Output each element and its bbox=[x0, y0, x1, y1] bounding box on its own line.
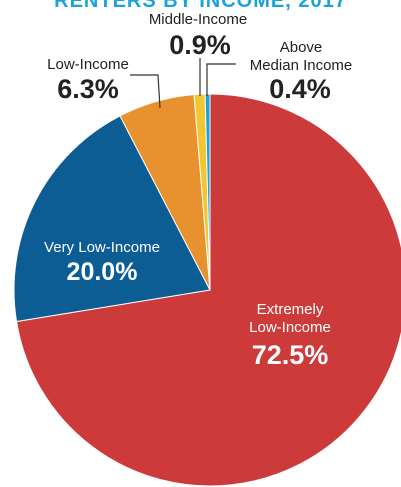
chart-title: RENTERS BY INCOME, 2017 bbox=[54, 0, 347, 12]
label-extremely-low-income-line1: Extremely bbox=[257, 301, 324, 318]
label-extremely-low-income-line2: Low-Income bbox=[249, 319, 331, 336]
leader-line-above-median bbox=[206, 63, 236, 96]
value-middle-income: 0.9% bbox=[169, 30, 231, 60]
slice-extremely-low-income bbox=[15, 93, 401, 487]
label-above-median-line2: Median Income bbox=[250, 57, 353, 74]
label-very-low-income: Very Low-Income bbox=[44, 239, 160, 256]
value-very-low-income: 20.0% bbox=[67, 258, 138, 286]
value-above-median: 0.4% bbox=[269, 74, 331, 104]
leader-line-low-income bbox=[130, 74, 161, 109]
value-low-income: 6.3% bbox=[57, 74, 119, 104]
slice-very-low-income bbox=[13, 115, 211, 323]
label-low-income: Low-Income bbox=[47, 56, 129, 73]
value-extremely-low-income: 72.5% bbox=[252, 340, 329, 370]
label-above-median-line1: Above bbox=[280, 39, 323, 56]
label-middle-income: Middle-Income bbox=[149, 11, 247, 28]
